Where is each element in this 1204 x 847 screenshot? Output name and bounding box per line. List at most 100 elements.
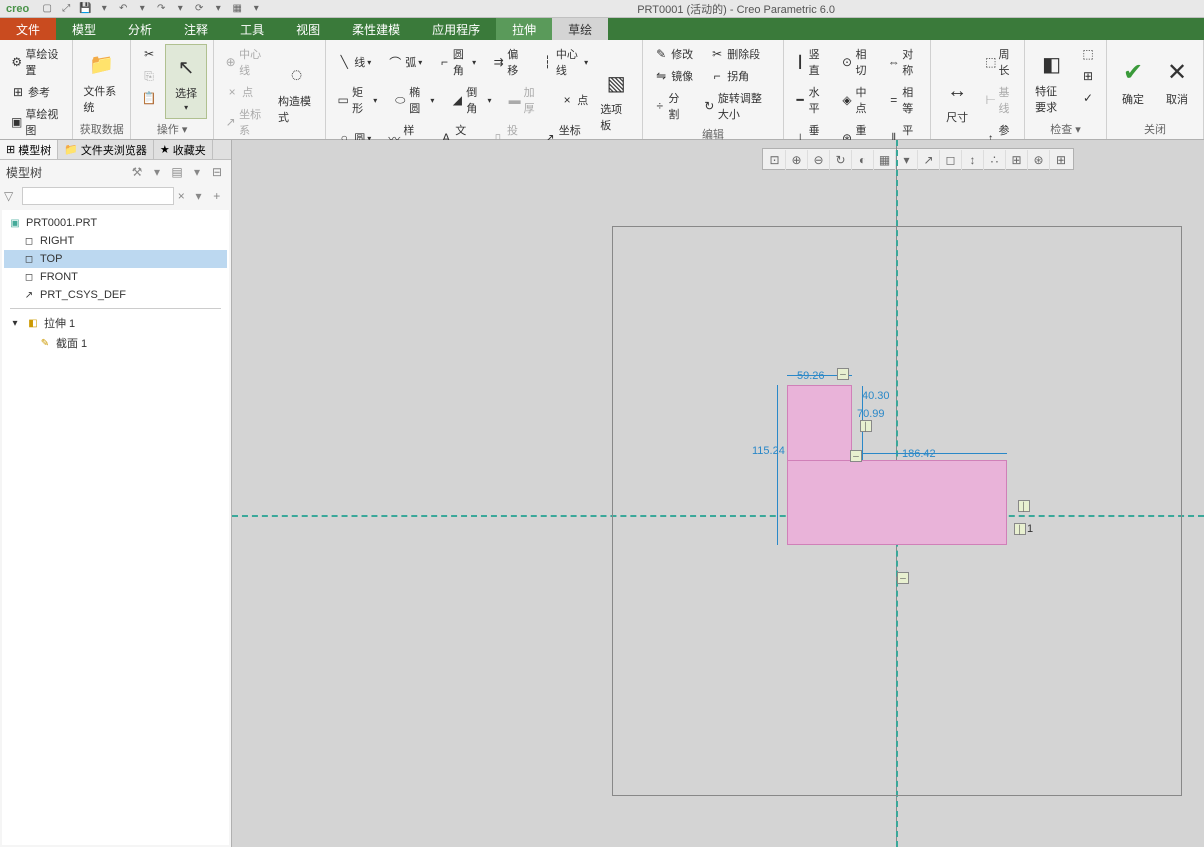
constraint-v1[interactable]: │ xyxy=(860,420,872,432)
clear-icon[interactable]: × xyxy=(178,189,192,203)
point-display-icon[interactable]: ∴ xyxy=(984,150,1006,170)
point2-button[interactable]: ×点 xyxy=(555,82,592,118)
undo-dropdown-icon[interactable]: ▾ xyxy=(134,2,150,16)
constraint-h2[interactable]: ─ xyxy=(850,450,862,462)
modify-button[interactable]: ✎修改 xyxy=(649,44,697,64)
redo-dropdown-icon[interactable]: ▾ xyxy=(172,2,188,16)
corner-button[interactable]: ⌐拐角 xyxy=(705,66,753,86)
zoom-in-icon[interactable]: ⊕ xyxy=(786,150,808,170)
offset-button[interactable]: ⇉偏移 xyxy=(488,44,529,80)
tree-section[interactable]: ✎ 截面 1 xyxy=(4,333,227,353)
dim-d5[interactable]: 40.30 xyxy=(862,390,890,402)
tab-tools[interactable]: 工具 xyxy=(224,18,280,40)
new-icon[interactable]: ▢ xyxy=(39,2,55,16)
close-win-icon[interactable]: ▾ xyxy=(248,2,264,16)
sketch-setup-button[interactable]: ⚙草绘设置 xyxy=(6,44,66,80)
dim-d4[interactable]: 186.42 xyxy=(902,448,936,460)
fillet-button[interactable]: ⌐圆角▾ xyxy=(434,44,480,80)
mirror-button[interactable]: ⇋镜像 xyxy=(649,66,697,86)
shade-icon[interactable]: ◐ xyxy=(852,150,874,170)
centerline-button[interactable]: ⊕中心线 xyxy=(220,44,270,80)
tab-flex[interactable]: 柔性建模 xyxy=(336,18,416,40)
inspect3-button[interactable]: ✓ xyxy=(1076,88,1100,108)
tab-view[interactable]: 视图 xyxy=(280,18,336,40)
plane-display-icon[interactable]: ◻ xyxy=(940,150,962,170)
cut-button[interactable]: ✂ xyxy=(137,44,161,64)
cancel-button[interactable]: ✕ 取消 xyxy=(1157,44,1197,119)
line-button[interactable]: ╲线▾ xyxy=(332,44,375,80)
chamfer-button[interactable]: ◢倒角▾ xyxy=(446,82,495,118)
tab-annotate[interactable]: 注释 xyxy=(168,18,224,40)
tab-sketch[interactable]: 草绘 xyxy=(552,18,608,40)
rotate-button[interactable]: ↻旋转调整大小 xyxy=(699,88,777,124)
filesystem-button[interactable]: 📁 文件系统 xyxy=(79,44,124,119)
views-icon[interactable]: ▦ xyxy=(874,150,896,170)
add-icon[interactable]: + xyxy=(213,189,227,203)
search-dropdown-icon[interactable]: ▾ xyxy=(196,189,210,203)
centerline2-button[interactable]: ┆中心线▾ xyxy=(537,44,592,80)
zoom-fit-icon[interactable]: ⊡ xyxy=(764,150,786,170)
tree-tab-folder[interactable]: 📁文件夹浏览器 xyxy=(58,140,154,159)
perimeter-button[interactable]: ⬚周长 xyxy=(981,44,1018,80)
save-dropdown-icon[interactable]: ▾ xyxy=(96,2,112,16)
graphics-canvas[interactable]: ⊡ ⊕ ⊖ ↻ ◐ ▦ ▾ ↗ ◻ ↕ ∴ ⊞ ⊛ ⊞ 59.26 70 xyxy=(232,140,1204,847)
constraint-v2[interactable]: │ xyxy=(1018,500,1030,512)
tree-tool-settings-icon[interactable]: ⚒ xyxy=(129,164,145,180)
tree-tab-fav[interactable]: ★收藏夹 xyxy=(154,140,213,159)
feature-req-button[interactable]: ◧ 特征要求 xyxy=(1031,44,1072,119)
arc-button[interactable]: ⌒弧▾ xyxy=(383,44,426,80)
copy-button[interactable]: ⎘ xyxy=(137,66,161,86)
redo-icon[interactable]: ↷ xyxy=(153,2,169,16)
file-tab[interactable]: 文件 xyxy=(0,18,56,40)
inspect2-button[interactable]: ⊞ xyxy=(1076,66,1100,86)
tree-tool-layers-icon[interactable]: ⊟ xyxy=(209,164,225,180)
horiz-button[interactable]: ━水平 xyxy=(790,82,831,118)
delete-seg-button[interactable]: ✂删除段 xyxy=(705,44,764,64)
sketch-view-button[interactable]: ▣草绘视图 xyxy=(6,104,66,140)
tree-root[interactable]: ▣ PRT0001.PRT xyxy=(4,214,227,232)
tree-plane-right[interactable]: ◻ RIGHT xyxy=(4,232,227,250)
tree-tool-dropdown-icon[interactable]: ▾ xyxy=(149,164,165,180)
dim-d3[interactable]: 115.24 xyxy=(752,445,785,457)
undo-icon[interactable]: ↶ xyxy=(115,2,131,16)
windows-icon[interactable]: ▦ xyxy=(229,2,245,16)
ok-button[interactable]: ✔ 确定 xyxy=(1113,44,1153,119)
tree-csys[interactable]: ↗ PRT_CSYS_DEF xyxy=(4,286,227,304)
tree-extrude[interactable]: ▾ ◧ 拉伸 1 xyxy=(4,313,227,333)
tab-analysis[interactable]: 分析 xyxy=(112,18,168,40)
tab-model[interactable]: 模型 xyxy=(56,18,112,40)
saved-view-icon[interactable]: ▾ xyxy=(896,150,918,170)
tree-tool-doc-icon[interactable]: ▤ xyxy=(169,164,185,180)
ellipse-button[interactable]: ⬭椭圆▾ xyxy=(389,82,438,118)
collapse-icon[interactable]: ▾ xyxy=(8,316,22,330)
tree-search-input[interactable] xyxy=(22,187,174,205)
filter-icon[interactable]: ▽ xyxy=(4,189,18,203)
rect-button[interactable]: ▭矩形▾ xyxy=(332,82,381,118)
open-icon[interactable]: ⤢ xyxy=(58,2,74,16)
dim-d1[interactable]: 59.26 xyxy=(797,370,825,382)
thicken-button[interactable]: ▬加厚 xyxy=(503,82,547,118)
constraint-h3[interactable]: ─ xyxy=(897,572,909,584)
datum-coord-button[interactable]: ↗坐标系 xyxy=(220,104,270,140)
mid-button[interactable]: ◈中点 xyxy=(836,82,877,118)
tree-tab-model[interactable]: ⊞模型树 xyxy=(0,140,58,159)
dim-d2[interactable]: 70.99 xyxy=(857,408,885,420)
equal-button[interactable]: =相等 xyxy=(883,82,924,118)
save-icon[interactable]: 💾 xyxy=(77,2,93,16)
inspect1-button[interactable]: ⬚ xyxy=(1076,44,1100,64)
spin-icon[interactable]: ⊛ xyxy=(1028,150,1050,170)
constraint-h1[interactable]: ─ xyxy=(837,368,849,380)
csys-display-icon[interactable]: ↗ xyxy=(918,150,940,170)
tangent-button[interactable]: ⊙相切 xyxy=(836,44,877,80)
tree-plane-top[interactable]: ◻ TOP xyxy=(4,250,227,268)
constraint-v3[interactable]: │ xyxy=(1014,523,1026,535)
reference-button[interactable]: ⊞参考 xyxy=(6,82,66,102)
repaint-icon[interactable]: ↻ xyxy=(830,150,852,170)
annot-display-icon[interactable]: ⊞ xyxy=(1006,150,1028,170)
sym-button[interactable]: ⇔对称 xyxy=(883,44,924,80)
regen-icon[interactable]: ⟳ xyxy=(191,2,207,16)
divide-button[interactable]: ÷分割 xyxy=(649,88,690,124)
paste-button[interactable]: 📋 xyxy=(137,88,161,108)
tab-extrude[interactable]: 拉伸 xyxy=(496,18,552,40)
regen-dropdown-icon[interactable]: ▾ xyxy=(210,2,226,16)
